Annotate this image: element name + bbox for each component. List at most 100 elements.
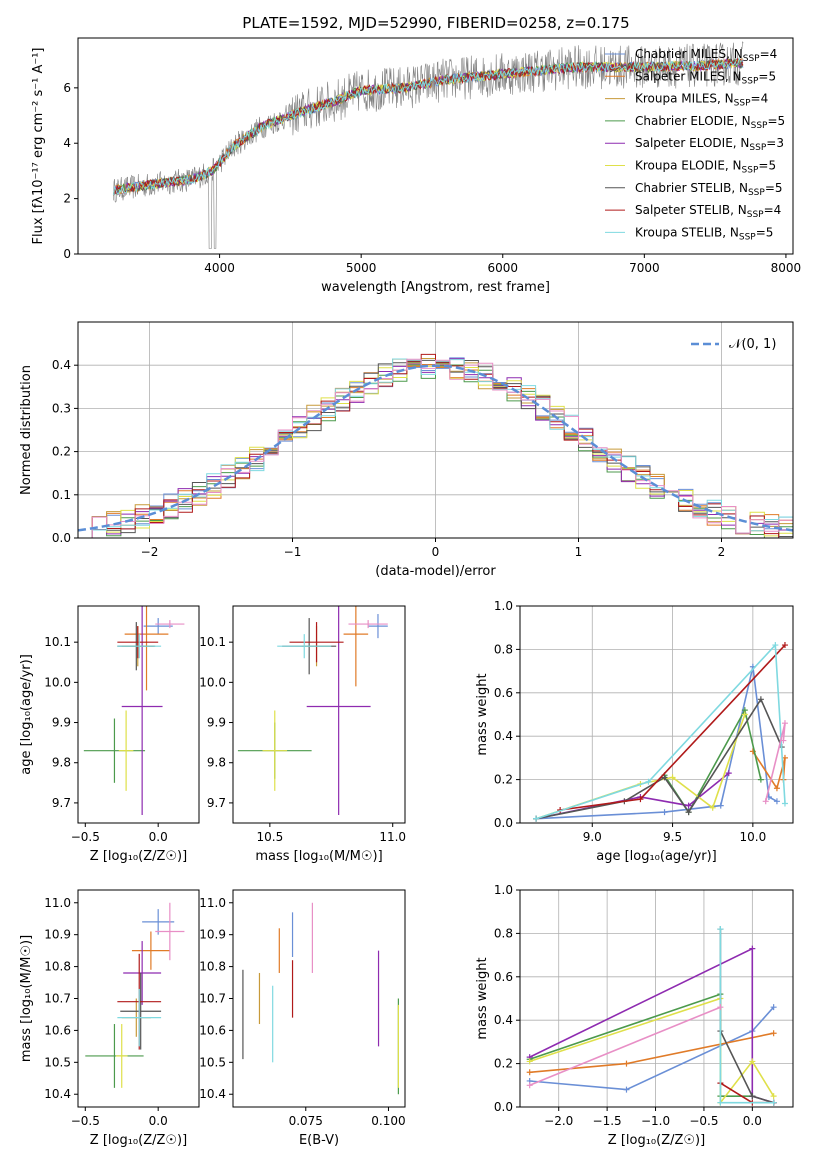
x-axis-label: age [log₁₀(age/yr)]	[596, 849, 717, 864]
legend-label: Kroupa ELODIE, NSSP=5	[635, 159, 776, 176]
x-tick-label: −1	[284, 545, 302, 559]
y-tick-label: 0.0	[494, 816, 513, 830]
chart-age_vs_mass: 10.5 11.0 9.7 9.8 9.9 10.0 10.1 mass [log₁₀(M/M…	[199, 605, 406, 864]
y-tick-label: 10.8	[44, 960, 71, 974]
weight-line	[752, 750, 786, 791]
weight-marker	[623, 1086, 630, 1093]
weight-marker	[645, 778, 652, 785]
histogram-step	[78, 358, 793, 538]
plot-area	[237, 606, 388, 815]
weight-marker	[770, 1030, 777, 1037]
y-tick-label: 10.6	[199, 1023, 226, 1037]
weight-marker	[685, 809, 692, 816]
y-tick-label: 0.1	[52, 488, 71, 502]
x-axis-label: (data-model)/error	[375, 564, 496, 579]
chart-spectrum: 4000 5000 6000 7000 8000 0 2 4 6 wavelength [Angs…	[31, 37, 802, 295]
y-tick-label: 10.8	[199, 960, 226, 974]
chart-mass_vs_Z: −0.5 0.0 10.4 10.5 10.6 10.7 10.8 10.9 11.0 Z [lo…	[19, 889, 200, 1148]
chart-mass_vs_EBV: 0.075 0.100 10.4 10.5 10.6 10.7 10.8 10.9 11.0 E(…	[199, 889, 406, 1148]
y-tick-label: 0.4	[494, 729, 513, 743]
axes-frame	[232, 605, 406, 824]
weight-marker	[526, 1082, 533, 1089]
weight-marker	[685, 802, 692, 809]
x-axis-label: Z [log₁₀(Z/Z☉)]	[90, 1133, 187, 1148]
weight-marker	[773, 798, 780, 805]
plot-area	[85, 902, 185, 1088]
weight-marker	[757, 696, 764, 703]
y-axis-label: Normed distribution	[19, 365, 34, 495]
x-tick-label: 8000	[771, 261, 802, 275]
x-tick-label: 2	[718, 545, 726, 559]
x-tick-label: −1.5	[593, 1114, 622, 1128]
y-tick-label: 9.7	[207, 796, 226, 810]
y-tick-label: 0.6	[494, 686, 513, 700]
model-spectrum-line	[112, 57, 743, 196]
x-tick-label: −0.5	[71, 830, 100, 844]
weight-marker	[749, 945, 756, 952]
x-tick-label: 6000	[487, 261, 518, 275]
x-axis-label: mass [log₁₀(M/M☉)]	[255, 849, 382, 864]
weight-line	[529, 997, 775, 1106]
x-tick-label: −1.0	[641, 1114, 670, 1128]
y-tick-label: 10.7	[199, 992, 226, 1006]
weight-marker	[749, 1093, 756, 1100]
weight-marker	[717, 926, 724, 933]
y-tick-label: 10.5	[199, 1055, 226, 1069]
weight-marker	[772, 642, 779, 649]
y-axis-label: age [log₁₀(age/yr)]	[19, 654, 34, 775]
axes-frame	[77, 605, 200, 824]
plot-area	[78, 353, 793, 538]
weight-line	[529, 947, 774, 1104]
y-tick-label: 2	[63, 192, 71, 206]
y-tick-label: 9.8	[52, 756, 71, 770]
x-axis-label: Z [log₁₀(Z/Z☉)]	[608, 1133, 705, 1148]
legend-label: Chabrier ELODIE, NSSP=5	[635, 114, 785, 131]
y-tick-label: 0.3	[52, 401, 71, 415]
y-tick-label: 0.2	[494, 1057, 513, 1071]
weight-line	[536, 666, 778, 820]
y-tick-label: 1.0	[494, 599, 513, 613]
weight-marker	[762, 798, 769, 805]
weight-marker	[749, 1058, 756, 1065]
legend-label: Salpeter STELIB, NSSP=4	[635, 203, 781, 220]
chart-weight_vs_Z: −2.0 −1.5 −1.0 −0.5 0.0 0.0 0.2 0.4 0.6 0.8 1.0 Z […	[475, 883, 794, 1148]
y-tick-label: 0.2	[494, 773, 513, 787]
weight-marker	[741, 711, 748, 718]
weight-marker	[526, 1069, 533, 1076]
y-axis-label: mass [log₁₀(M/M☉)]	[19, 935, 34, 1062]
y-tick-label: 9.9	[207, 716, 226, 730]
weight-marker	[773, 785, 780, 792]
weight-marker	[661, 809, 668, 816]
y-tick-label: 10.4	[44, 1087, 71, 1101]
x-tick-label: 1	[575, 545, 583, 559]
y-tick-label: 1.0	[494, 883, 513, 897]
y-tick-label: 9.9	[52, 716, 71, 730]
y-tick-label: 6	[63, 81, 71, 95]
weight-marker	[717, 802, 724, 809]
weight-marker	[533, 815, 540, 822]
legend-label: Kroupa MILES, NSSP=4	[635, 92, 768, 109]
x-tick-label: 0.0	[149, 830, 168, 844]
legend-label: 𝒩(0, 1)	[729, 337, 776, 352]
weight-marker	[623, 1060, 630, 1067]
y-tick-label: 10.1	[199, 635, 226, 649]
x-tick-label: 9.5	[663, 830, 682, 844]
plot-area	[533, 642, 788, 822]
y-tick-label: 0.2	[52, 445, 71, 459]
y-axis-label: mass weight	[475, 673, 490, 755]
x-tick-label: −0.5	[689, 1114, 718, 1128]
x-tick-label: 10.0	[739, 830, 766, 844]
x-tick-label: 0.0	[149, 1114, 168, 1128]
figure-title: PLATE=1592, MJD=52990, FIBERID=0258, z=0…	[242, 14, 629, 32]
weight-line	[535, 643, 786, 820]
weight-marker	[717, 1099, 724, 1106]
x-tick-label: 0	[432, 545, 440, 559]
y-tick-label: 11.0	[199, 896, 226, 910]
x-axis-label: Z [log₁₀(Z/Z☉)]	[90, 849, 187, 864]
y-tick-label: 10.9	[44, 928, 71, 942]
y-tick-label: 0.6	[494, 970, 513, 984]
x-tick-label: −0.5	[71, 1114, 100, 1128]
y-tick-label: 10.4	[199, 1087, 226, 1101]
y-tick-label: 9.7	[52, 796, 71, 810]
